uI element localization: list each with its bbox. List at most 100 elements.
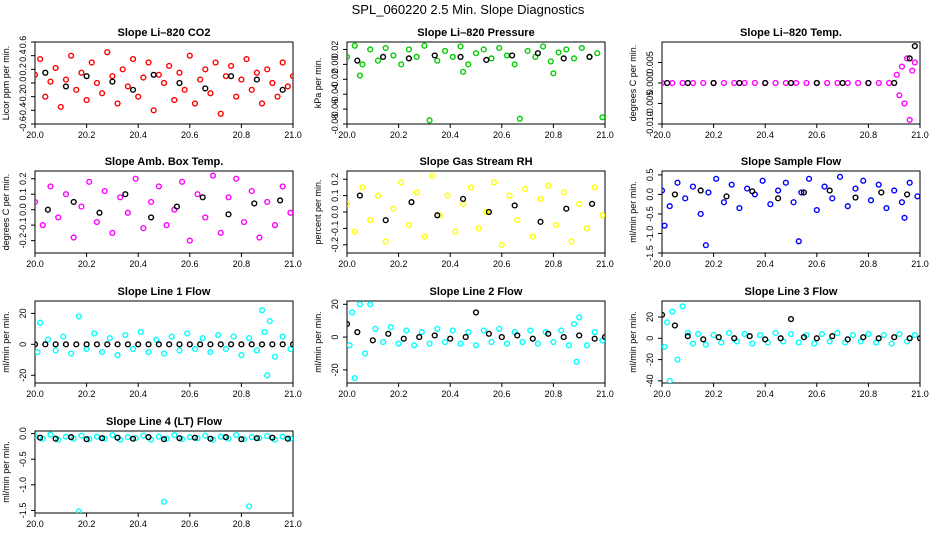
data-point <box>906 116 913 124</box>
data-point <box>57 103 64 111</box>
data-point <box>186 52 193 59</box>
data-point <box>264 372 271 379</box>
y-tick-label: 0.0 <box>330 206 340 219</box>
data-point-black <box>225 211 232 218</box>
data-point <box>86 178 93 185</box>
y-tick-label: 0.2 <box>330 173 340 186</box>
data-point-black <box>400 335 407 342</box>
data-point <box>413 53 420 61</box>
data-point-black <box>852 194 859 201</box>
data-point-black <box>277 197 284 204</box>
data-point-black <box>774 195 782 202</box>
y-tick-label: -0.2 <box>330 237 340 253</box>
data-point-black <box>457 53 464 61</box>
data-point <box>594 50 601 57</box>
x-tick-label: 21.0 <box>284 259 302 269</box>
data-point-black <box>826 187 833 194</box>
data-point <box>725 329 733 337</box>
data-point <box>160 498 168 505</box>
x-tick-label: 20.8 <box>860 130 878 140</box>
data-point <box>52 347 59 354</box>
y-axis-label: degrees C per min. <box>1 174 11 251</box>
data-point <box>374 57 382 64</box>
x-tick-label: 20.6 <box>181 259 199 269</box>
data-point-black <box>684 79 691 87</box>
x-tick-label: 20.8 <box>233 259 251 269</box>
data-point <box>83 96 90 104</box>
data-point <box>98 348 106 356</box>
x-tick-label: 20.4 <box>756 389 774 399</box>
data-point-black <box>576 332 583 339</box>
data-point-black <box>52 435 59 442</box>
data-point-black <box>253 435 260 442</box>
data-point-black <box>356 192 364 199</box>
data-point <box>42 93 49 100</box>
data-point <box>202 432 209 439</box>
data-point-black <box>42 69 49 76</box>
data-point <box>155 433 162 440</box>
data-point <box>78 203 85 210</box>
data-point <box>674 179 681 186</box>
data-point <box>55 214 62 221</box>
data-point <box>467 184 474 191</box>
data-point <box>898 199 906 206</box>
data-point <box>137 328 144 336</box>
data-point <box>426 340 433 347</box>
data-point-black <box>865 79 872 87</box>
data-point <box>834 329 841 337</box>
data-point <box>684 329 691 337</box>
data-point <box>191 100 199 107</box>
y-tick-label: 0.0 <box>18 77 28 90</box>
x-tick-label: 20.2 <box>390 130 408 140</box>
data-point <box>114 352 121 359</box>
data-point-black <box>70 198 77 206</box>
data-point <box>519 338 526 346</box>
data-point <box>867 197 875 204</box>
data-point <box>145 348 152 356</box>
data-point <box>202 66 209 73</box>
panel-title: Slope Amb. Box Temp. <box>105 156 224 168</box>
data-point <box>194 435 201 442</box>
data-point <box>896 92 903 99</box>
data-point <box>728 181 735 188</box>
data-point <box>171 432 178 439</box>
data-point <box>253 347 260 354</box>
y-tick-label: -0.5 <box>645 206 655 222</box>
data-point <box>844 203 851 210</box>
x-tick-label: 20.0 <box>338 130 356 140</box>
x-tick-label: 20.4 <box>129 519 147 529</box>
data-point <box>460 200 467 207</box>
data-point <box>805 175 813 182</box>
y-tick-label: 20 <box>645 312 655 322</box>
data-point <box>705 189 712 196</box>
y-axis-label: ml/min per min. <box>1 311 11 373</box>
data-point <box>472 342 480 349</box>
data-point-black <box>279 86 286 93</box>
data-point-black <box>347 320 351 328</box>
data-point <box>88 59 95 66</box>
data-points <box>35 307 293 379</box>
data-point <box>741 79 748 87</box>
data-point <box>382 238 389 245</box>
data-point <box>583 342 591 349</box>
data-point-black <box>238 436 245 443</box>
y-tick-label: 0.6 <box>18 36 28 49</box>
x-tick-label: 20.0 <box>653 389 671 399</box>
data-point <box>359 184 366 191</box>
x-tick-label: 21.0 <box>911 259 929 269</box>
data-point-black <box>35 341 39 348</box>
data-point <box>181 86 188 93</box>
data-point <box>560 189 567 196</box>
data-point-black <box>202 85 209 92</box>
data-point <box>279 183 286 190</box>
data-point <box>666 377 673 383</box>
y-axis-label: kPa per min. <box>313 58 323 109</box>
data-point <box>460 68 467 75</box>
data-point-black <box>671 191 679 198</box>
data-point-black <box>191 434 199 441</box>
data-point <box>380 338 387 346</box>
data-point <box>253 69 260 76</box>
x-tick-label: 20.4 <box>441 389 459 399</box>
y-axis-label: ml/min per min. <box>628 181 638 243</box>
data-point <box>230 333 237 340</box>
